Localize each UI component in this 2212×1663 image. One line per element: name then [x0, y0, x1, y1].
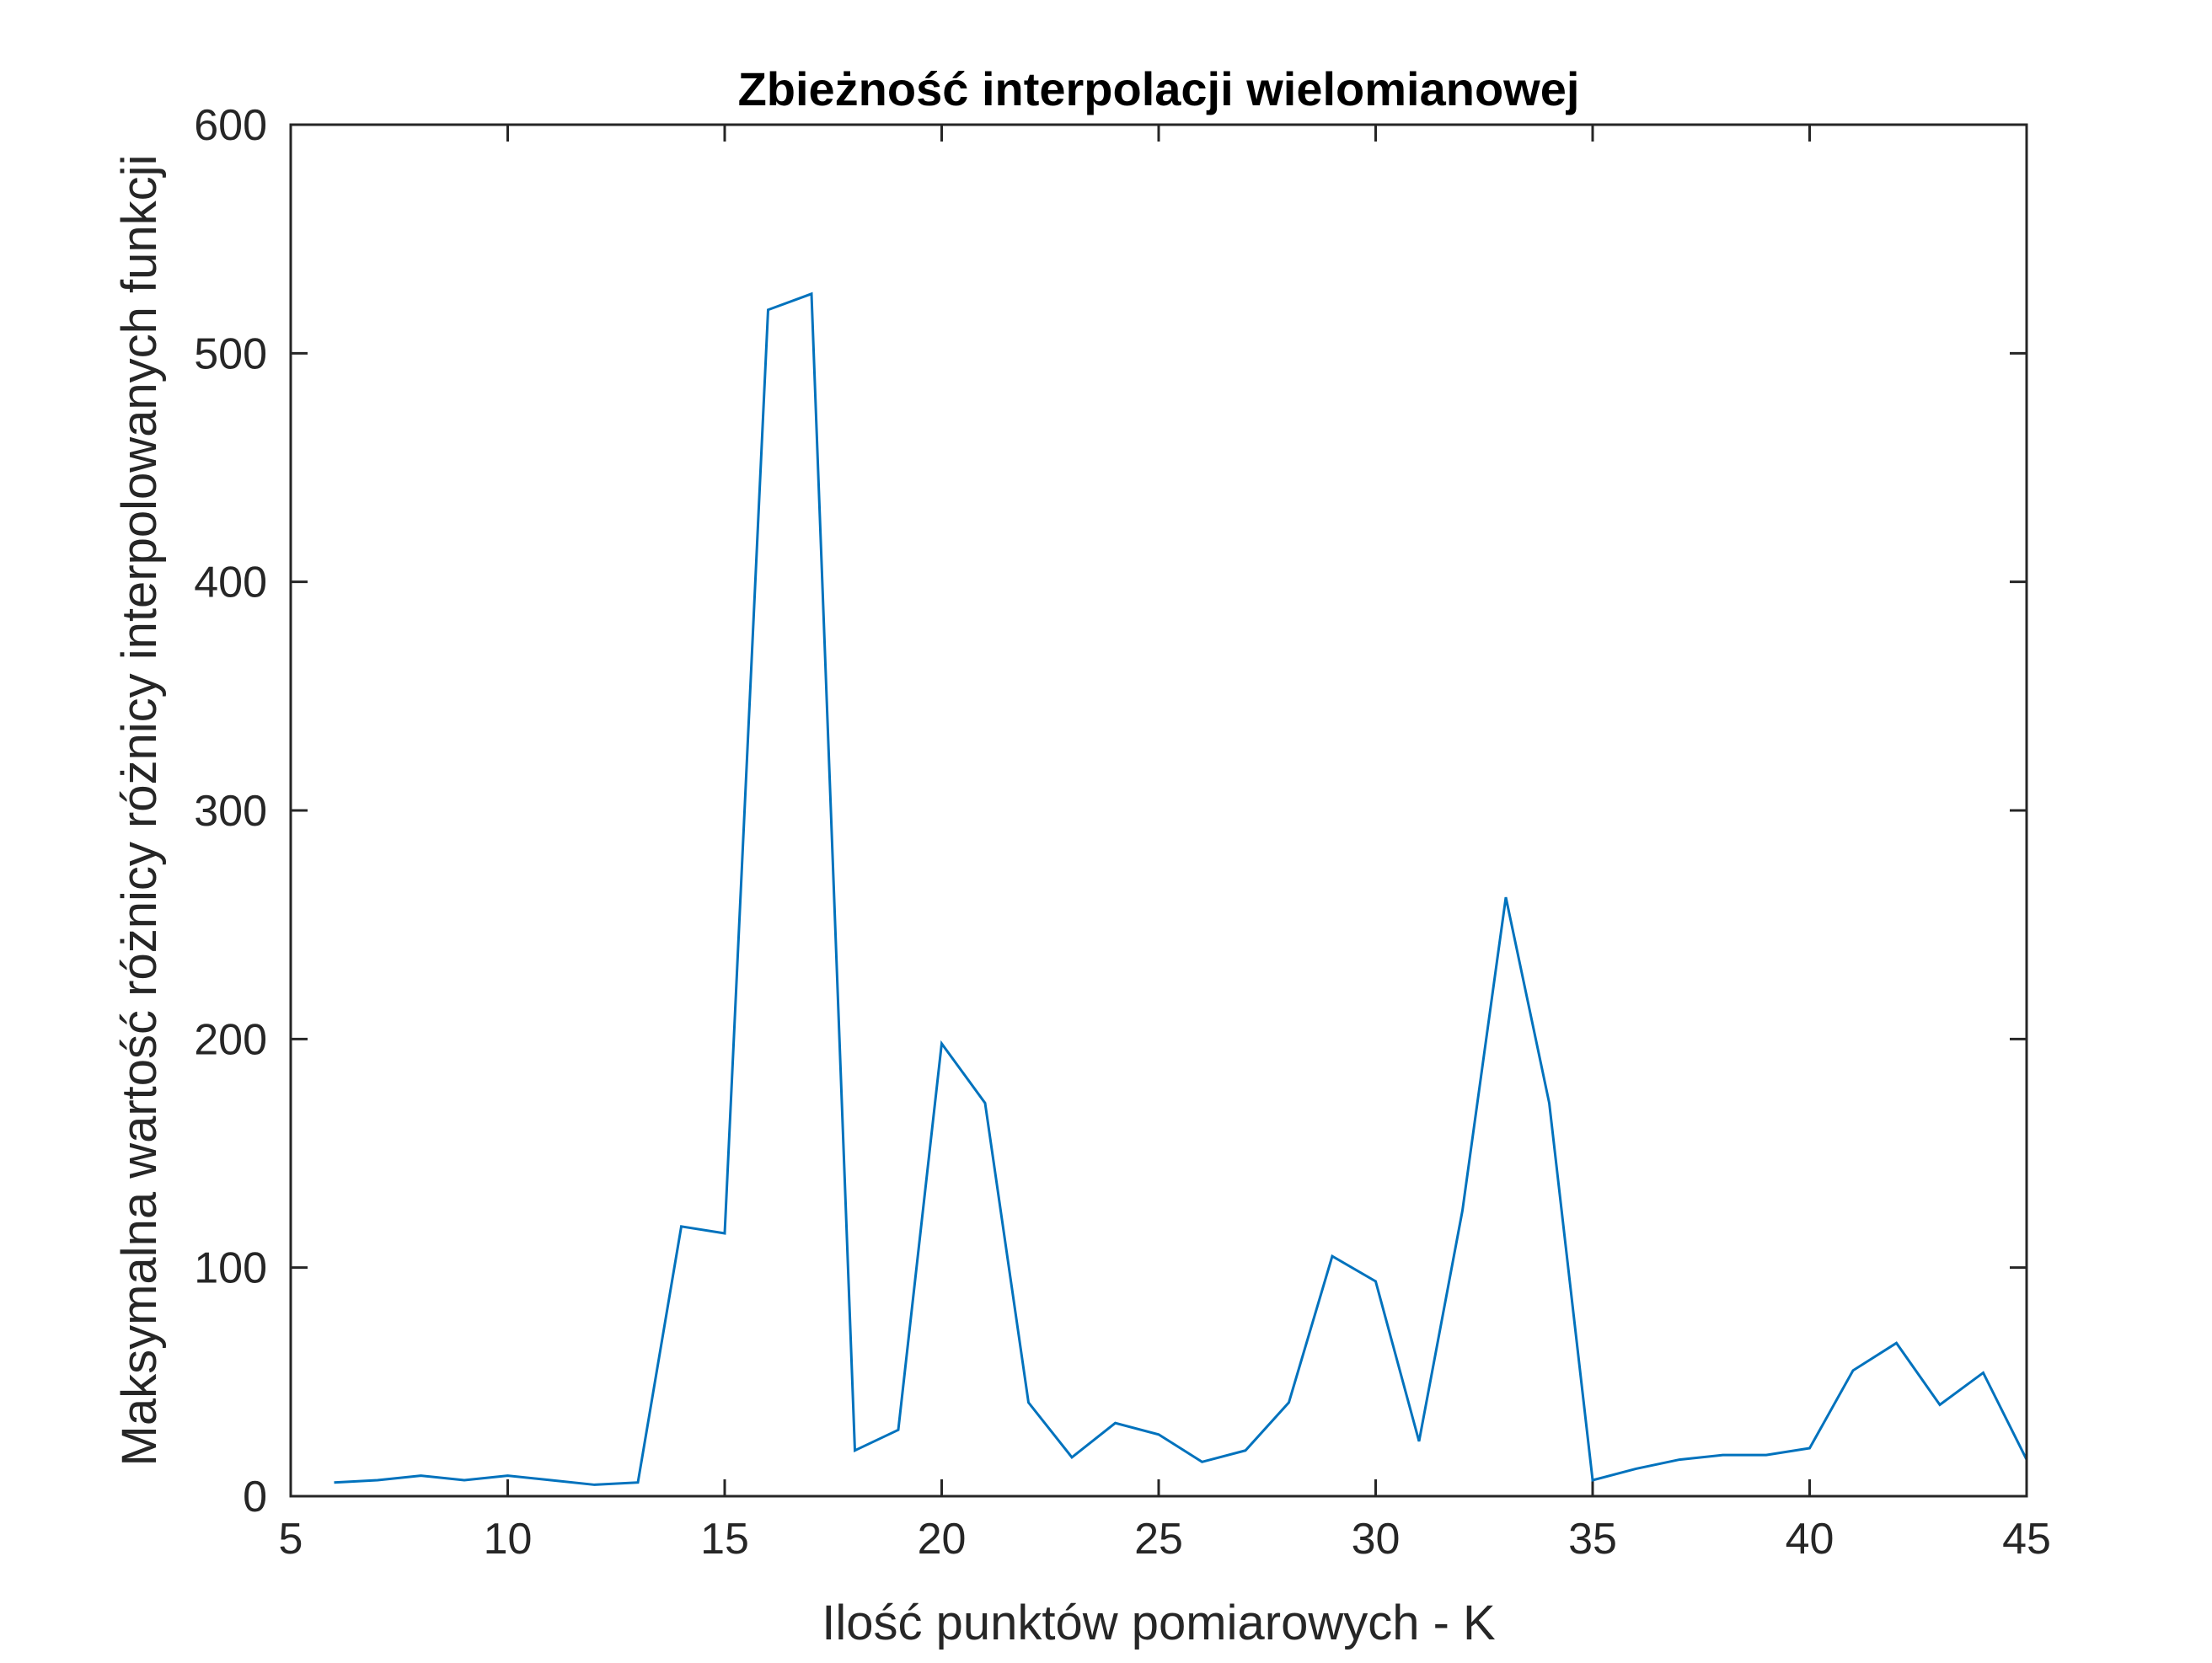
data-point: [1549, 1103, 1550, 1104]
data-point: [1766, 1455, 1767, 1456]
y-tick-label: 200: [194, 1015, 267, 1064]
y-tick-label: 400: [194, 559, 267, 607]
data-point: [1506, 897, 1507, 898]
chart-title: Zbieżność interpolacji wielomianowej: [738, 62, 1580, 115]
data-point: [1332, 1256, 1333, 1257]
x-tick-label: 10: [484, 1515, 533, 1564]
x-axis-ticks: 5 10 15 20 25 30 35 40 45: [279, 125, 2051, 1564]
data-point: [464, 1480, 465, 1481]
x-tick-label: 35: [1568, 1515, 1617, 1564]
y-axis-label: Maksymalna wartość różnicy różnicy inter…: [112, 155, 167, 1467]
x-tick-label: 45: [2002, 1515, 2051, 1564]
series-line-0: [334, 291, 2028, 1486]
x-tick-label: 30: [1352, 1515, 1401, 1564]
data-point: [854, 1450, 855, 1451]
data-point: [1983, 1372, 1984, 1373]
data-point: [1896, 1343, 1897, 1344]
series-layer: [334, 291, 2028, 1486]
data-point: [1722, 1455, 1723, 1456]
data-point: [941, 1043, 942, 1044]
data-point: [811, 293, 812, 294]
data-point: [1679, 1459, 1680, 1460]
plot-frame: [289, 123, 2028, 1498]
y-tick-label: 0: [243, 1473, 267, 1521]
x-axis-label: Ilość punktów pomiarowych - K: [822, 1596, 1496, 1650]
data-point: [1940, 1404, 1941, 1405]
data-point: [1028, 1402, 1029, 1403]
data-point: [638, 1482, 639, 1483]
data-point: [985, 1103, 986, 1104]
y-tick-label: 300: [194, 787, 267, 836]
y-tick-label: 100: [194, 1244, 267, 1293]
data-point: [1115, 1423, 1116, 1424]
x-tick-label: 15: [700, 1515, 749, 1564]
data-point: [420, 1475, 421, 1476]
y-tick-label: 500: [194, 329, 267, 378]
x-tick-label: 5: [279, 1515, 303, 1564]
data-point: [1462, 1210, 1463, 1211]
data-point: [594, 1484, 595, 1485]
plot-area: [291, 125, 2027, 1496]
data-point: [1853, 1370, 1854, 1371]
data-point: [507, 1475, 508, 1476]
y-axis-ticks: 0 100 200 300 400 500 600: [194, 101, 2027, 1521]
data-point: [551, 1480, 552, 1481]
data-point: [1809, 1448, 1810, 1449]
x-tick-label: 20: [918, 1515, 967, 1564]
data-point: [334, 1482, 335, 1483]
data-point: [1288, 1402, 1289, 1403]
data-point: [681, 1226, 682, 1227]
data-point: [1245, 1450, 1246, 1451]
data-point: [768, 309, 769, 310]
x-tick-label: 25: [1134, 1515, 1183, 1564]
x-tick-label: 40: [1786, 1515, 1834, 1564]
data-point: [1159, 1434, 1160, 1435]
y-tick-label: 600: [194, 101, 267, 150]
